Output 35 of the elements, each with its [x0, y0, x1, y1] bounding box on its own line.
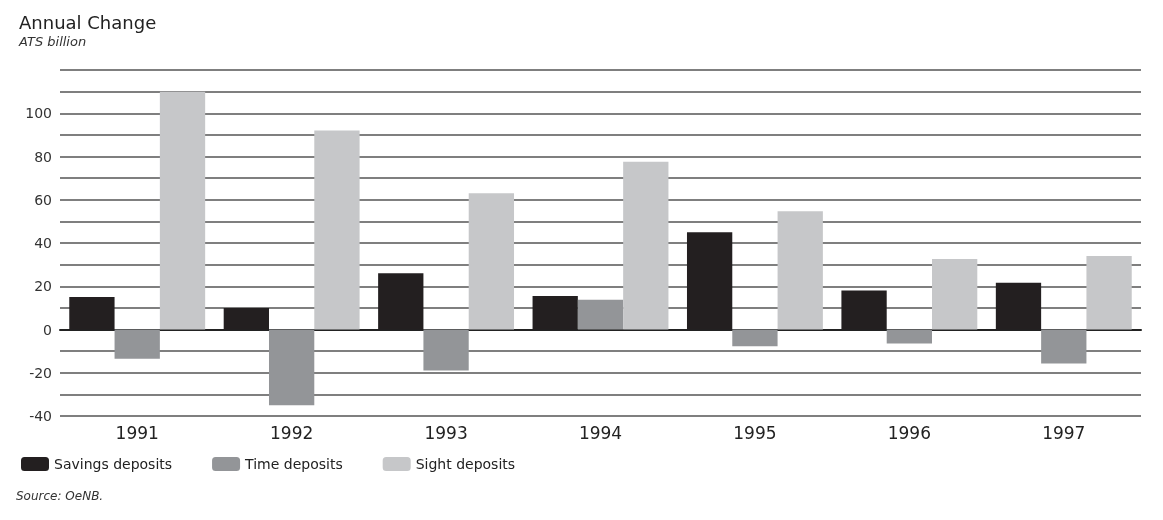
bar: [1041, 329, 1087, 364]
x-tick-label: 1992: [270, 422, 314, 443]
y-tick-label: 20: [34, 278, 52, 295]
bar: [932, 259, 978, 330]
legend-label: Savings deposits: [54, 456, 173, 472]
source-note: Source: OeNB.: [16, 489, 104, 503]
bar: [886, 329, 933, 344]
x-tick-label: 1991: [115, 422, 159, 443]
bar: [268, 329, 315, 406]
bar: [114, 329, 160, 359]
bar: [314, 130, 360, 330]
y-tick-label: -20: [29, 364, 52, 381]
y-tick-label: 40: [34, 235, 52, 251]
bar: [1086, 255, 1132, 330]
legend-label: Sight deposits: [415, 456, 516, 472]
chart-title: Annual Change: [19, 11, 157, 33]
bar: [423, 329, 469, 371]
x-tick-label: 1996: [887, 422, 931, 443]
y-tick-label: 0: [43, 321, 52, 338]
y-tick-label: 80: [34, 148, 52, 165]
y-tick-label: -40: [29, 408, 52, 424]
x-tick-label: 1993: [424, 422, 468, 443]
bar: [777, 211, 823, 330]
x-tick-label: 1995: [733, 422, 777, 443]
x-tick-label: 1997: [1042, 422, 1086, 443]
x-tick-label: 1994: [578, 422, 623, 443]
legend-label: Time deposits: [244, 456, 343, 472]
y-tick-label: 60: [34, 191, 52, 208]
y-tick-label: 100: [25, 105, 52, 122]
bar: [623, 161, 669, 330]
bar: [732, 329, 778, 347]
bar: [159, 91, 206, 330]
bar: [577, 299, 624, 330]
chart-subtitle: ATS billion: [18, 34, 87, 49]
bar: [468, 193, 515, 330]
